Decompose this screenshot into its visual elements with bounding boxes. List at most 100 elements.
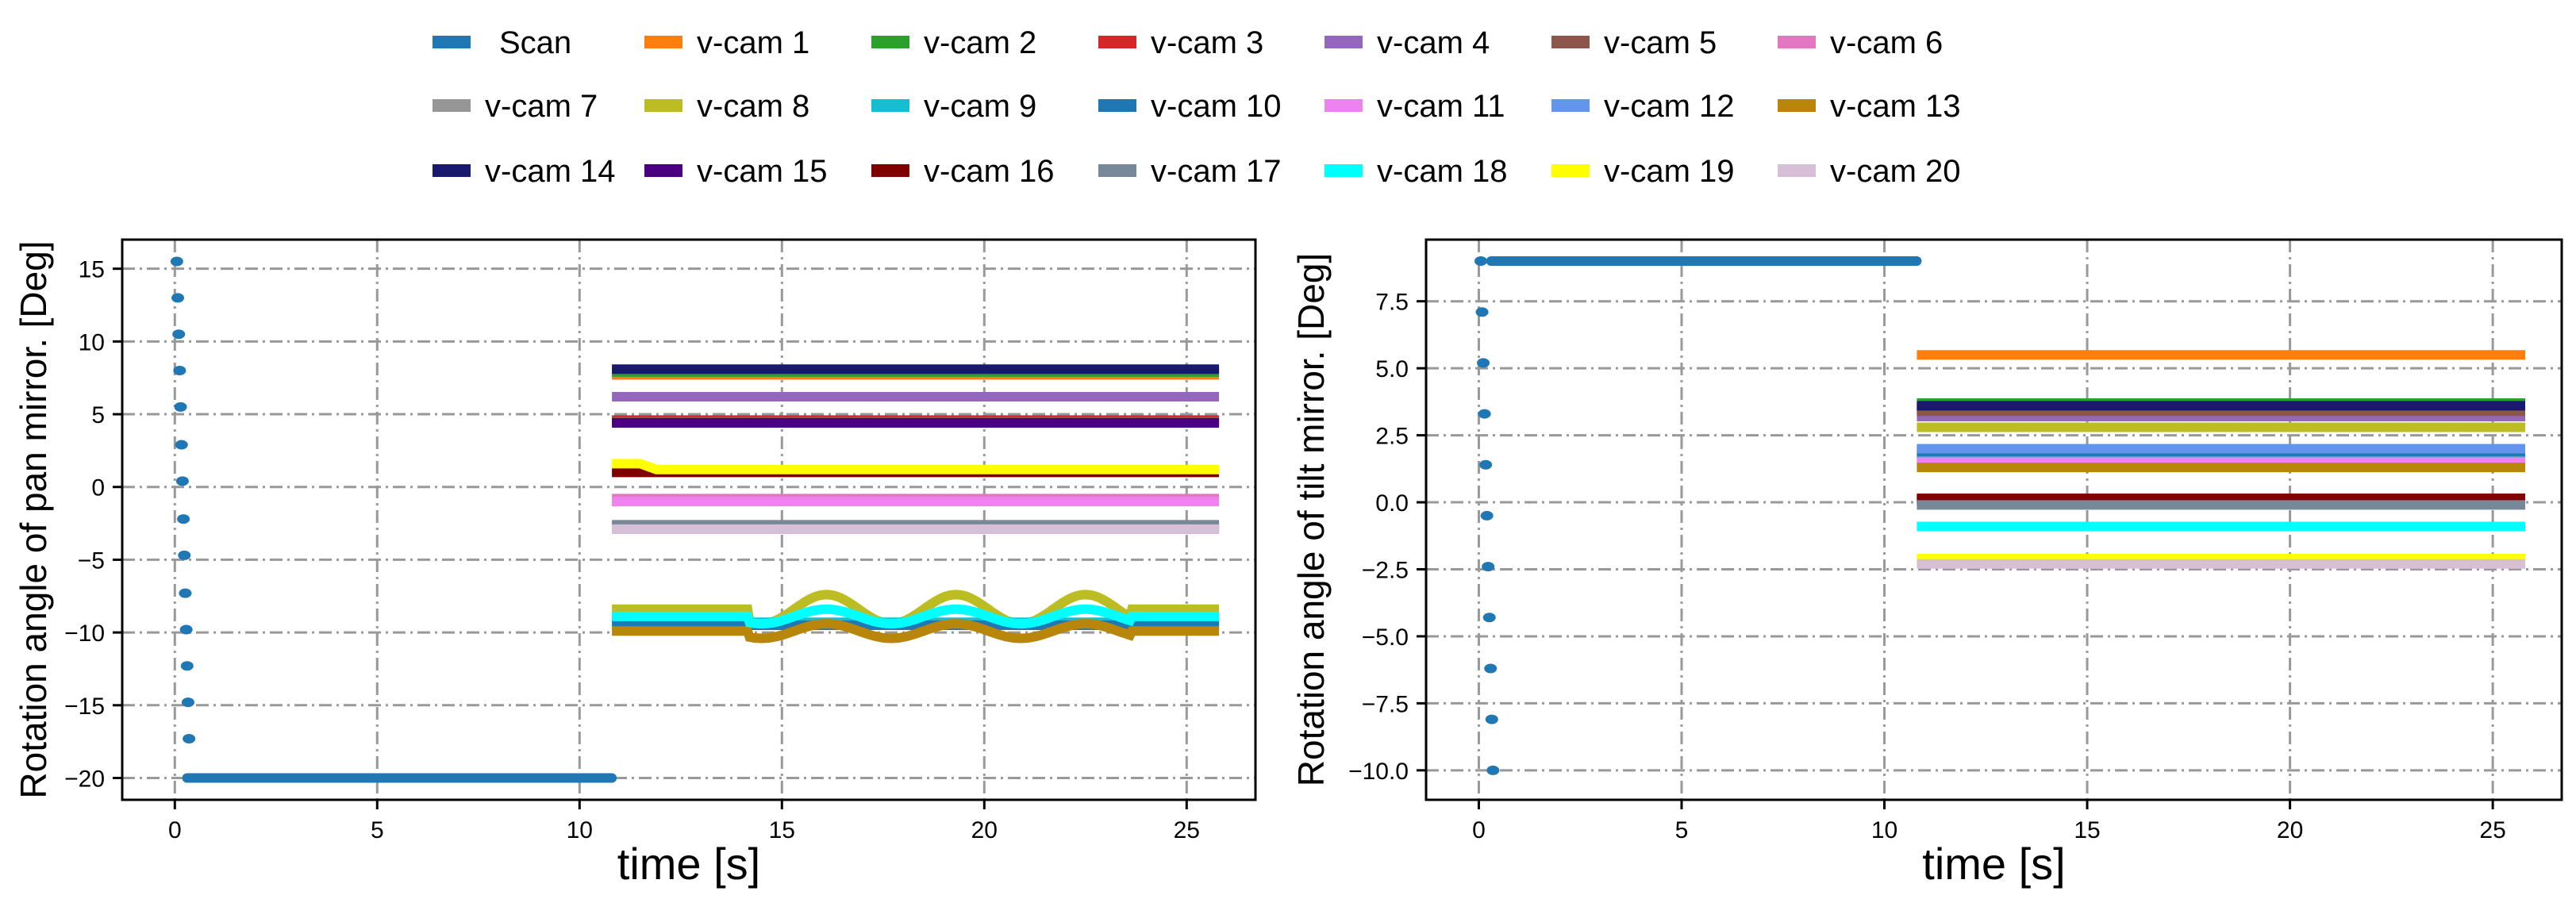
legend-swatch-v-cam-18	[1325, 164, 1363, 177]
legend-label-v-cam-10: v-cam 10	[1151, 89, 1282, 124]
legend-swatch-v-cam-19	[1551, 164, 1590, 177]
left-series-v-cam-13	[612, 619, 1220, 643]
left-xtick-label: 0	[168, 817, 182, 843]
legend-entry-v-cam-11: v-cam 11	[1325, 89, 1505, 124]
legend-entry-v-cam-13: v-cam 13	[1778, 89, 1961, 124]
legend-entry-v-cam-7: v-cam 7	[433, 89, 598, 124]
legend-swatch-v-cam-16	[871, 164, 909, 177]
legend-swatch-v-cam-6	[1778, 36, 1816, 48]
legend-label-v-cam-20: v-cam 20	[1830, 154, 1961, 189]
left-scan-point	[173, 366, 186, 376]
legend-label-scan: Scan	[499, 25, 571, 60]
legend-label-v-cam-4: v-cam 4	[1377, 25, 1490, 60]
left-scan-point	[181, 697, 194, 708]
left-scan-point	[177, 514, 190, 524]
right-scan-point	[1485, 714, 1498, 724]
legend-entry-v-cam-6: v-cam 6	[1778, 25, 1943, 60]
left-series-scan	[170, 256, 617, 783]
left-xtick-label: 25	[1174, 817, 1200, 843]
right-ytick-label: −2.5	[1362, 557, 1409, 583]
right-ytick-label: −7.5	[1362, 691, 1409, 717]
right-ytick-label: 2.5	[1375, 424, 1409, 450]
legend-label-v-cam-17: v-cam 17	[1151, 154, 1282, 189]
right-xtick-label: 0	[1472, 817, 1486, 843]
left-scan-point	[178, 550, 191, 560]
legend-entry-v-cam-12: v-cam 12	[1551, 89, 1735, 124]
legend-label-v-cam-2: v-cam 2	[924, 25, 1036, 60]
legend-entry-v-cam-15: v-cam 15	[644, 154, 828, 189]
right-xtick-label: 15	[2074, 817, 2100, 843]
left-xtick-label: 10	[567, 817, 593, 843]
right-series-scan	[1474, 256, 1922, 775]
right-scan-point	[1474, 256, 1487, 267]
legend-entry-v-cam-5: v-cam 5	[1551, 25, 1717, 60]
legend: Scan v-cam 1 v-cam 2 v-cam 3 v-cam 4 v-cam 5 v…	[433, 25, 1961, 189]
left-ytick-label: 0	[91, 475, 105, 501]
left-axes-frame	[121, 238, 1257, 801]
legend-swatch-v-cam-10	[1098, 99, 1136, 112]
right-scan-point	[1477, 358, 1490, 368]
right-xtick-label: 25	[2479, 817, 2505, 843]
legend-entry-v-cam-17: v-cam 17	[1098, 154, 1282, 189]
legend-swatch-v-cam-7	[433, 99, 471, 112]
left-xlabel: time [s]	[617, 839, 760, 889]
left-scan-point	[179, 624, 193, 635]
right-series-group	[1474, 256, 2525, 775]
left-scan-point	[170, 256, 183, 267]
legend-entry-v-cam-3: v-cam 3	[1098, 25, 1263, 60]
right-scan-point	[1475, 307, 1489, 317]
legend-entry-v-cam-19: v-cam 19	[1551, 154, 1735, 189]
left-ytick-label: 5	[91, 402, 105, 428]
legend-entry-v-cam-2: v-cam 2	[871, 25, 1036, 60]
legend-swatch-v-cam-12	[1551, 99, 1590, 112]
right-axes-frame	[1424, 238, 2563, 801]
right-ytick-label: 0.0	[1375, 490, 1409, 517]
left-ytick-label: −20	[64, 766, 105, 792]
left-series-v-cam-18	[612, 604, 1220, 629]
right-scan-point	[1482, 613, 1496, 623]
legend-swatch-v-cam-14	[433, 164, 471, 177]
legend-swatch-v-cam-3	[1098, 36, 1136, 48]
right-ytick-label: 7.5	[1375, 290, 1409, 316]
legend-label-v-cam-14: v-cam 14	[485, 154, 616, 189]
legend-label-v-cam-12: v-cam 12	[1604, 89, 1735, 124]
right-ytick-label: −10.0	[1348, 759, 1409, 785]
right-scan-point	[1486, 765, 1500, 775]
right-xtick-label: 20	[2277, 817, 2303, 843]
legend-label-v-cam-19: v-cam 19	[1604, 154, 1735, 189]
legend-swatch-v-cam-2	[871, 36, 909, 48]
legend-entry-v-cam-8: v-cam 8	[644, 89, 809, 124]
right-ylabel: Rotation angle of tilt mirror. [Deg]	[1290, 253, 1332, 786]
left-ytick-label: −10	[64, 620, 105, 647]
legend-label-v-cam-1: v-cam 1	[697, 25, 809, 60]
legend-label-v-cam-5: v-cam 5	[1604, 25, 1717, 60]
left-scan-point	[172, 329, 186, 340]
right-scan-point	[1478, 409, 1491, 419]
left-scan-point	[183, 733, 196, 743]
legend-label-v-cam-9: v-cam 9	[924, 89, 1036, 124]
legend-entry-v-cam-14: v-cam 14	[433, 154, 616, 189]
left-scan-point	[175, 476, 189, 486]
legend-swatch-v-cam-4	[1325, 36, 1363, 48]
legend-label-v-cam-6: v-cam 6	[1830, 25, 1943, 60]
legend-label-v-cam-16: v-cam 16	[924, 154, 1055, 189]
left-ytick-label: 10	[79, 329, 105, 355]
left-scan-point	[180, 661, 194, 671]
right-ytick-label: −5.0	[1362, 624, 1409, 651]
legend-entry-v-cam-4: v-cam 4	[1325, 25, 1490, 60]
legend-entry-v-cam-1: v-cam 1	[644, 25, 809, 60]
left-ylabel: Rotation angle of pan mirror. [Deg]	[13, 240, 54, 798]
legend-label-v-cam-15: v-cam 15	[697, 154, 828, 189]
left-scan-point	[174, 401, 187, 412]
left-ytick-label: −5	[78, 547, 105, 574]
legend-swatch-scan	[433, 36, 471, 48]
left-xtick-label: 5	[371, 817, 384, 843]
right-scan-point	[1480, 510, 1494, 521]
legend-label-v-cam-8: v-cam 8	[697, 89, 809, 124]
right-xtick-label: 10	[1871, 817, 1897, 843]
left-xtick-label: 15	[769, 817, 795, 843]
legend-entry-v-cam-18: v-cam 18	[1325, 154, 1508, 189]
legend-swatch-v-cam-9	[871, 99, 909, 112]
